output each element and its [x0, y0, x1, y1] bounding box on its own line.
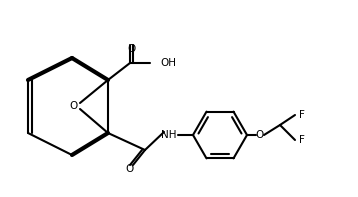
Text: F: F	[299, 135, 305, 145]
Text: O: O	[256, 130, 264, 140]
Text: O: O	[69, 101, 77, 111]
Text: O: O	[126, 164, 134, 174]
Text: OH: OH	[160, 58, 176, 68]
Text: O: O	[127, 44, 135, 54]
Text: NH: NH	[161, 130, 177, 140]
Text: F: F	[299, 110, 305, 120]
